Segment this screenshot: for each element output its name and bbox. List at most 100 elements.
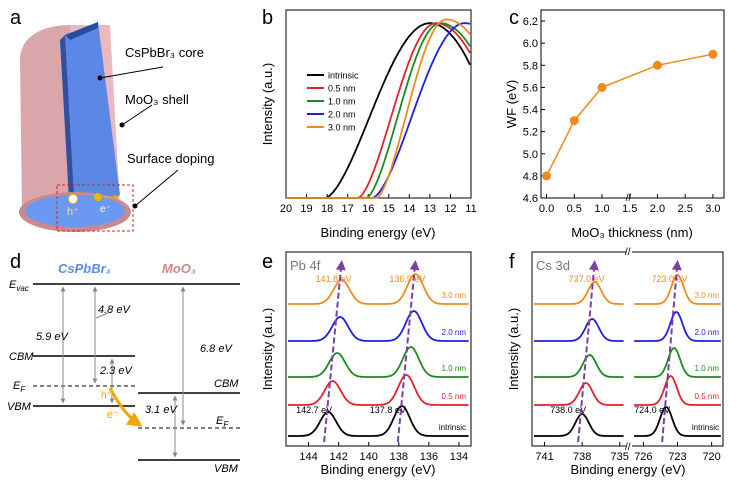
x-tick-label: 17 [342,203,354,215]
legend-label: 2.0 nm [328,110,356,120]
wf-point [597,82,607,92]
x-tick-label: 16 [362,203,374,215]
wf-line [545,53,714,177]
x-axis-label: Binding energy (eV) [571,462,686,477]
vbm-right-label: VBM [214,463,239,475]
wf-point [708,49,718,59]
x-tick-label: 144 [299,451,317,463]
x-tick-label: 0.0 [539,203,554,215]
plot-frame [285,251,472,447]
x-tick-label: 720 [702,451,720,463]
x-tick-label: 134 [450,451,468,463]
x-tick-label: 3.0 [705,203,720,215]
doping-callout-line [134,169,179,207]
x-tick-label: 1.0 [594,203,609,215]
hole-label: h⁺ [101,390,112,401]
xps-trace-20nm [534,311,721,342]
electron-transfer-arrow [108,387,143,427]
x-tick-label: 735 [611,451,629,463]
y-tick-label: 6.2 [523,16,538,28]
peak-label-bottom-left: 142.7 eV [296,405,332,415]
x-tick-label: 18 [321,203,333,215]
x-tick-label: 19 [300,203,312,215]
peak-label-top-left: 141.8 eV [316,274,352,284]
legend-label: 1.0 nm [328,97,356,107]
panel-e: e Pb 4f 144 142 140 138 136 134 3.0 nm 2.0 nm 1… [260,251,472,477]
x-tick-label: 0.5 [567,203,582,215]
label-4-8-leader [95,312,109,319]
cspbbr3-title: CsPbBr₃ [58,261,111,276]
panel-letter: a [10,7,22,29]
cbm-right-label: CBM [214,378,239,390]
series-line-30nm [286,18,471,199]
x-tick-label: 13 [424,203,436,215]
core-section [25,195,125,227]
hole-label: h⁺ [67,206,79,218]
label-6-8: 6.8 eV [200,343,233,355]
series-line-intrinsic [286,22,471,199]
shell-callout-line [121,104,153,126]
x-tick-label: 12 [444,203,456,215]
wf-point [652,60,662,70]
panel-letter: d [10,251,21,273]
cbm-left-label: CBM [9,351,34,363]
x-tick-label: 140 [360,451,378,463]
label-4-8: 4.8 eV [98,304,131,316]
hole-dot [68,194,78,204]
y-tick-label: 5.6 [523,82,538,94]
trace-label: 2.0 nm [695,328,720,337]
peak-label-top-left: 737.0 eV [569,274,605,284]
axis-break-bottom: // [625,442,631,453]
label-5-9: 5.9 eV [36,331,69,343]
series-line-10nm [286,22,471,199]
doping-label: Surface doping [127,151,214,166]
trace-label: intrinsic [439,423,466,432]
shell-label: MoO₃ shell [125,92,189,107]
electron-label: e⁻ [100,204,111,215]
y-tick-label: 5.0 [523,149,538,161]
electron-dot [94,193,102,201]
core-side [60,35,75,218]
panel-b: b 20 19 18 17 16 15 14 13 12 11 intrinsic 0.5 nm 1.… [260,7,477,240]
xps-trace-30nm [534,274,721,305]
legend-label: 0.5 nm [328,84,356,94]
y-tick-label: 5.4 [523,105,538,117]
trace-label: 1.0 nm [695,364,720,373]
peak-shift-arrow [661,260,682,443]
ef-left-label: EF [13,380,26,394]
x-tick-label: 14 [403,203,415,215]
panel-letter: e [262,251,273,273]
panel-a: a h⁺ e⁻ CsPbBr₃ core MoO₃ shell Surface … [10,7,214,232]
xps-trace-10nm [288,346,469,378]
legend-label: 3.0 nm [328,123,356,133]
y-axis-label: Intensity (a.u.) [260,63,275,145]
peak-label-bottom-right: 137.8 eV [370,405,406,415]
series-line-20nm [286,22,471,199]
y-tick-label: 5.2 [523,127,538,139]
panel-title: Pb 4f [290,258,321,273]
y-tick-label: 4.8 [523,171,538,183]
x-tick-label: 15 [383,203,395,215]
trace-label: 3.0 nm [442,291,467,300]
y-tick-label: 6.0 [523,38,538,50]
panel-title: Cs 3d [536,258,570,273]
wf-point [542,171,552,181]
y-tick-label: 5.8 [523,60,538,72]
peak-shift-arrow [577,260,599,443]
xps-trace-05nm [288,374,469,406]
core-callout-line [99,66,164,79]
ef-right-label: EF [216,415,229,429]
x-tick-label: 2.5 [678,203,693,215]
trace-label: 2.0 nm [442,328,467,337]
evac-label: Evac [9,279,29,293]
trace-label: 3.0 nm [695,291,720,300]
core-edge [65,22,98,40]
x-tick-label: 136 [420,451,438,463]
xps-trace-05nm [534,375,721,406]
x-tick-label: 741 [535,451,553,463]
doping-box [56,184,134,232]
x-axis-label: Binding energy (eV) [321,462,436,477]
y-tick-label: 4.6 [523,193,538,205]
trace-label: 1.0 nm [442,364,467,373]
